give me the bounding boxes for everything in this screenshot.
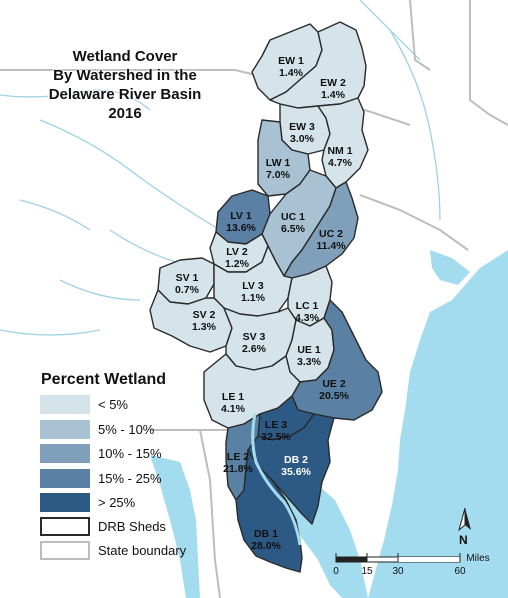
legend-swatch [40,419,90,439]
label-lv1: LV 1 13.6% [226,210,256,234]
legend-swatch-outline [40,516,90,536]
harbor-water [430,250,470,285]
north-arrow-icon [458,507,471,532]
label-ew3: EW 3 3.0% [289,121,315,145]
legend-swatch [40,394,90,414]
legend-label: 15% - 25% [98,470,162,486]
legend-swatch [40,468,90,488]
legend-item: < 5% [40,394,128,414]
north-label: N [459,533,468,547]
delaware-river-channel [251,413,302,546]
label-lv2: LV 2 1.2% [225,246,249,270]
label-lc1: LC 1 4.3% [295,300,319,324]
title-line-1: Wetland Cover [72,48,178,65]
scale-tick-label: 60 [454,566,466,577]
label-sv3: SV 3 2.6% [242,331,266,355]
label-ue2: UE 2 20.5% [319,378,349,402]
legend-swatch-state [40,540,90,560]
label-ue1: UE 1 3.3% [297,344,321,368]
legend-heading: Percent Wetland [41,371,167,388]
label-nm1: NM 1 4.7% [327,145,353,169]
label-db2: DB 2 35.6% [281,454,311,478]
atlantic-ocean [368,250,508,598]
label-le2: LE 2 21.8% [223,451,253,475]
label-le1: LE 1 4.1% [221,391,245,415]
label-uc1: UC 1 6.5% [281,211,305,235]
label-lv3: LV 3 1.1% [241,280,265,304]
title-line-3: Delaware River Basin [48,86,202,103]
legend-label: 5% - 10% [98,421,155,437]
map-title: Wetland Cover By Watershed in the Delawa… [20,47,230,123]
title-line-2: By Watershed in the [53,67,197,84]
label-ew1: EW 1 1.4% [278,55,304,79]
watershed-polygons [149,21,383,573]
legend-item: 15% - 25% [40,468,162,488]
chesapeake-bay [150,455,200,598]
scale-tick-label: 15 [361,566,373,577]
legend-swatch [40,492,90,512]
legend-item: > 25% [40,492,135,512]
legend-swatch [40,443,90,463]
scale-tick-label: 30 [392,566,404,577]
legend-label: DRB Sheds [98,518,166,534]
legend-label: > 25% [98,494,136,510]
label-db1: DB 1 28.0% [251,528,281,552]
label-uc2: UC 2 11.4% [316,228,346,252]
scale-unit: Miles [466,553,490,564]
legend-item-sheds: DRB Sheds [40,516,166,536]
label-lw1: LW 1 7.0% [265,157,291,181]
legend-item: 5% - 10% [40,419,154,439]
legend-item: 10% - 15% [40,443,162,463]
rivers [0,0,441,336]
label-ew2: EW 2 1.4% [320,77,346,101]
legend-item-state: State boundary [40,540,186,560]
scale-tick-label: 0 [333,566,339,577]
legend-label: < 5% [98,396,128,412]
title-line-4: 2016 [108,105,142,122]
label-sv2: SV 2 1.3% [192,309,216,333]
label-sv1: SV 1 0.7% [175,272,199,296]
legend-label: State boundary [98,542,187,558]
legend-label: 10% - 15% [98,445,162,461]
label-le3: LE 3 32.5% [261,419,291,443]
scale-bar [335,553,461,563]
watershed-le1 [203,353,301,429]
